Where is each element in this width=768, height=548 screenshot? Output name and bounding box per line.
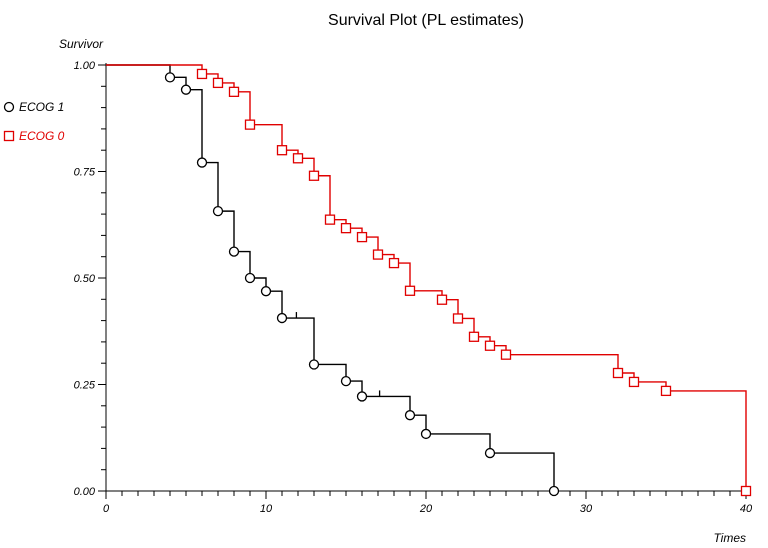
event-marker	[276, 145, 288, 156]
event-marker	[196, 157, 208, 168]
legend-label: ECOG 0	[19, 129, 65, 143]
legend-label: ECOG 1	[19, 100, 64, 114]
x-axis-label: Times	[713, 531, 746, 545]
event-marker	[436, 294, 448, 305]
event-marker	[420, 428, 432, 440]
event-marker	[212, 77, 224, 89]
event-marker	[324, 214, 336, 225]
survival-step-line	[106, 64, 555, 491]
y-tick-label: 1.00	[74, 60, 96, 72]
x-tick-label: 40	[740, 503, 753, 515]
event-marker	[164, 72, 176, 83]
x-axis-ticks: 0 10 20 30 40	[103, 491, 753, 515]
event-marker	[500, 349, 512, 360]
event-marker	[340, 375, 352, 387]
event-marker	[612, 367, 624, 379]
event-marker	[404, 410, 416, 421]
legend-marker	[3, 101, 15, 113]
event-marker	[228, 246, 240, 257]
event-marker	[452, 313, 464, 324]
event-marker	[548, 485, 560, 497]
event-marker	[228, 86, 240, 97]
event-marker	[180, 84, 192, 95]
event-marker	[388, 257, 400, 269]
x-tick-label: 20	[419, 503, 433, 515]
event-marker	[740, 485, 752, 497]
event-marker	[468, 331, 480, 342]
y-tick-label: 0.00	[74, 486, 96, 498]
x-tick-label: 10	[260, 503, 273, 515]
y-tick-label: 0.75	[74, 167, 96, 179]
legend-marker	[3, 130, 15, 142]
y-axis-ticks: 0.00 0.25 0.50 0.75 1.00	[74, 60, 106, 498]
series-ecog-0	[106, 64, 752, 497]
legend: ECOG 1 ECOG 0	[3, 100, 65, 143]
event-marker	[484, 340, 496, 351]
event-marker	[628, 376, 640, 388]
event-marker	[484, 447, 496, 459]
event-marker	[356, 391, 368, 402]
y-tick-label: 0.50	[74, 273, 96, 285]
event-marker	[244, 272, 256, 284]
event-marker	[292, 153, 304, 164]
x-tick-label: 30	[580, 503, 593, 515]
series-ecog-1	[106, 64, 560, 497]
event-marker	[308, 359, 320, 370]
event-marker	[244, 119, 256, 130]
event-marker	[356, 231, 368, 243]
event-marker	[196, 68, 208, 80]
plot-area	[106, 64, 752, 497]
event-marker	[404, 285, 416, 296]
y-tick-label: 0.25	[74, 380, 96, 392]
chart-title: Survival Plot (PL estimates)	[328, 12, 524, 29]
event-marker	[276, 312, 288, 324]
event-marker	[212, 205, 224, 217]
event-marker	[660, 385, 672, 397]
x-tick-label: 0	[103, 503, 110, 515]
event-marker	[308, 170, 320, 181]
y-axis-label: Survivor	[59, 37, 104, 51]
event-marker	[340, 223, 352, 234]
event-marker	[260, 286, 272, 297]
event-marker	[372, 249, 384, 260]
